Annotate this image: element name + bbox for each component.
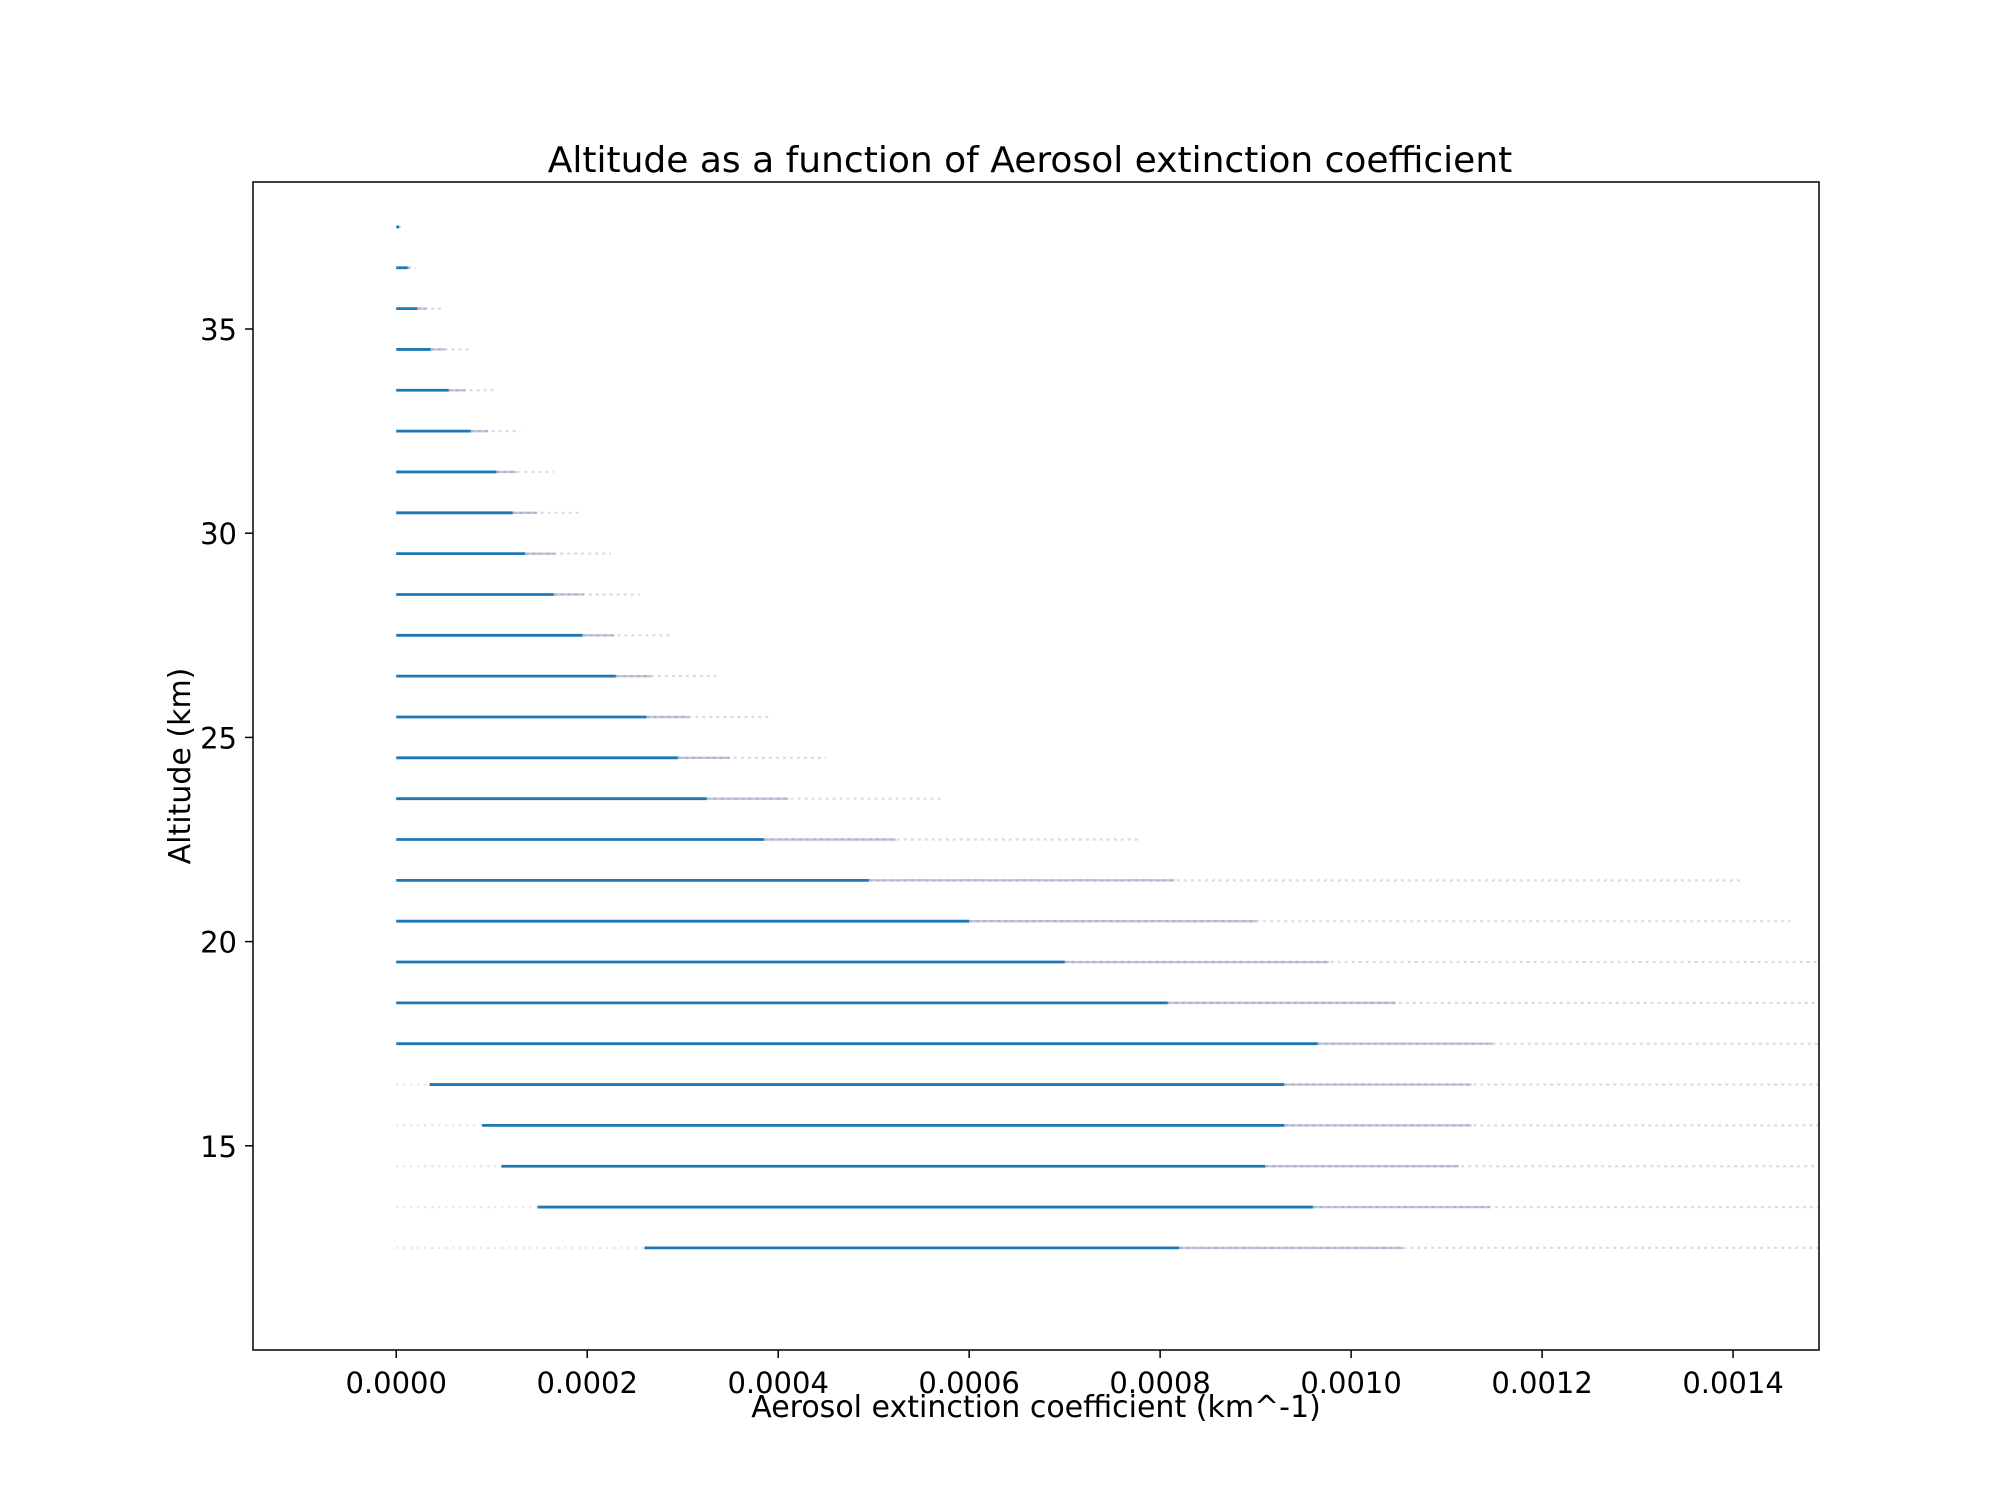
y-tick-label: 35 — [200, 313, 237, 347]
y-axis-label: Altitude (km) — [163, 668, 198, 865]
x-axis: 0.0000 0.0002 0.0004 0.0006 0.0008 0.0010 0.00… — [345, 1350, 1784, 1400]
x-tick-label: 0.0012 — [1491, 1366, 1592, 1400]
x-tick-label: 0.0000 — [345, 1366, 446, 1400]
x-tick-label: 0.0010 — [1300, 1366, 1401, 1400]
plot-area — [396, 225, 1819, 1250]
plot-frame — [252, 181, 1820, 1351]
y-tick-label: 15 — [200, 1130, 237, 1164]
x-tick-label: 0.0004 — [727, 1366, 828, 1400]
y-tick-label: 25 — [200, 721, 237, 755]
x-axis-label: Aerosol extinction coefficient (km^-1) — [751, 1390, 1321, 1425]
x-tick-label: 0.0014 — [1682, 1366, 1783, 1400]
x-tick-label: 0.0008 — [1109, 1366, 1210, 1400]
y-tick-label: 30 — [200, 517, 237, 551]
x-tick-label: 0.0002 — [536, 1366, 637, 1400]
chart-title: Altitude as a function of Aerosol extinc… — [548, 140, 1513, 181]
y-tick-label: 20 — [200, 926, 237, 960]
y-axis: 15 20 25 30 35 — [200, 313, 253, 1164]
x-tick-label: 0.0006 — [918, 1366, 1019, 1400]
